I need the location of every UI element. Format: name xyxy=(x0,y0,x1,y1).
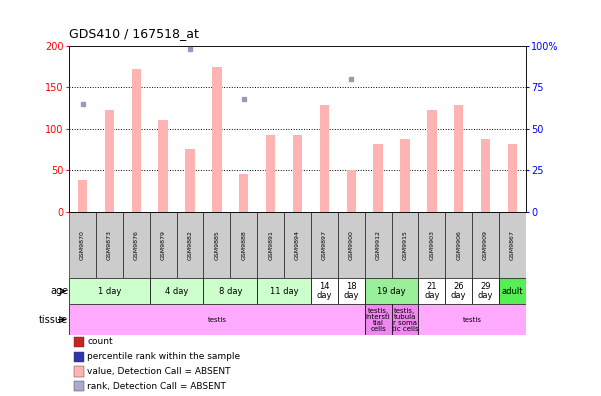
Bar xyxy=(96,212,123,278)
Text: age: age xyxy=(50,286,69,296)
Text: GSM9906: GSM9906 xyxy=(456,230,461,260)
Bar xyxy=(418,212,445,278)
Bar xyxy=(230,212,257,278)
Bar xyxy=(69,304,365,335)
Text: GSM9873: GSM9873 xyxy=(107,230,112,260)
Text: testis,
tubula
r soma
tic cells: testis, tubula r soma tic cells xyxy=(392,308,418,332)
Text: GSM9897: GSM9897 xyxy=(322,230,327,260)
Bar xyxy=(373,144,383,212)
Text: 1 day: 1 day xyxy=(98,287,121,296)
Bar xyxy=(338,212,365,278)
Bar xyxy=(204,278,257,304)
Bar xyxy=(78,180,87,212)
Bar xyxy=(445,278,472,304)
Bar xyxy=(320,105,329,212)
Bar xyxy=(338,278,365,304)
Bar xyxy=(74,381,84,392)
Bar xyxy=(365,212,391,278)
Text: 29
day: 29 day xyxy=(478,282,493,300)
Bar xyxy=(418,278,445,304)
Bar xyxy=(150,278,204,304)
Bar xyxy=(150,212,177,278)
Bar xyxy=(347,170,356,212)
Text: 8 day: 8 day xyxy=(219,287,242,296)
Text: GSM9894: GSM9894 xyxy=(295,230,300,260)
Bar xyxy=(311,278,338,304)
Text: GSM9903: GSM9903 xyxy=(429,230,435,260)
Bar xyxy=(391,304,418,335)
Bar xyxy=(472,278,499,304)
Bar xyxy=(499,278,526,304)
Bar xyxy=(454,105,463,212)
Text: tissue: tissue xyxy=(39,315,69,325)
Bar xyxy=(69,212,96,278)
Bar xyxy=(472,212,499,278)
Text: GSM9900: GSM9900 xyxy=(349,230,354,260)
Bar xyxy=(123,212,150,278)
Bar xyxy=(311,212,338,278)
Bar xyxy=(257,212,284,278)
Bar xyxy=(204,212,230,278)
Text: 21
day: 21 day xyxy=(424,282,439,300)
Bar xyxy=(74,352,84,362)
Text: GSM9912: GSM9912 xyxy=(376,230,380,260)
Bar xyxy=(266,135,275,212)
Text: GSM9867: GSM9867 xyxy=(510,230,515,260)
Text: testis: testis xyxy=(463,317,481,323)
Text: GSM9885: GSM9885 xyxy=(215,230,219,260)
Bar xyxy=(284,212,311,278)
Bar xyxy=(212,67,222,212)
Bar xyxy=(418,304,526,335)
Bar xyxy=(427,110,436,212)
Text: GSM9888: GSM9888 xyxy=(241,230,246,260)
Bar xyxy=(159,120,168,212)
Bar xyxy=(508,144,517,212)
Text: GSM9870: GSM9870 xyxy=(80,230,85,260)
Bar xyxy=(132,69,141,212)
Text: GSM9915: GSM9915 xyxy=(403,230,407,260)
Text: GSM9882: GSM9882 xyxy=(188,230,192,260)
Text: count: count xyxy=(87,337,113,346)
Text: 18
day: 18 day xyxy=(344,282,359,300)
Bar xyxy=(499,212,526,278)
Text: GSM9876: GSM9876 xyxy=(134,230,139,260)
Bar xyxy=(293,135,302,212)
Text: 11 day: 11 day xyxy=(270,287,298,296)
Bar xyxy=(365,304,391,335)
Text: GDS410 / 167518_at: GDS410 / 167518_at xyxy=(69,27,199,40)
Text: GSM9909: GSM9909 xyxy=(483,230,488,260)
Text: 19 day: 19 day xyxy=(377,287,406,296)
Text: 4 day: 4 day xyxy=(165,287,188,296)
Bar xyxy=(239,174,248,212)
Bar xyxy=(74,366,84,377)
Text: testis: testis xyxy=(207,317,227,323)
Bar xyxy=(185,149,195,212)
Text: adult: adult xyxy=(502,287,523,296)
Text: value, Detection Call = ABSENT: value, Detection Call = ABSENT xyxy=(87,367,231,376)
Text: GSM9891: GSM9891 xyxy=(268,230,273,260)
Bar xyxy=(257,278,311,304)
Text: GSM9879: GSM9879 xyxy=(160,230,166,260)
Text: rank, Detection Call = ABSENT: rank, Detection Call = ABSENT xyxy=(87,382,226,391)
Text: testis,
intersti
tial
cells: testis, intersti tial cells xyxy=(366,308,391,332)
Bar xyxy=(445,212,472,278)
Bar xyxy=(105,110,114,212)
Bar xyxy=(481,139,490,212)
Bar xyxy=(69,278,150,304)
Bar xyxy=(391,212,418,278)
Text: 26
day: 26 day xyxy=(451,282,466,300)
Bar xyxy=(400,139,410,212)
Bar xyxy=(365,278,418,304)
Text: percentile rank within the sample: percentile rank within the sample xyxy=(87,352,240,361)
Text: 14
day: 14 day xyxy=(317,282,332,300)
Bar xyxy=(74,337,84,347)
Bar xyxy=(177,212,204,278)
